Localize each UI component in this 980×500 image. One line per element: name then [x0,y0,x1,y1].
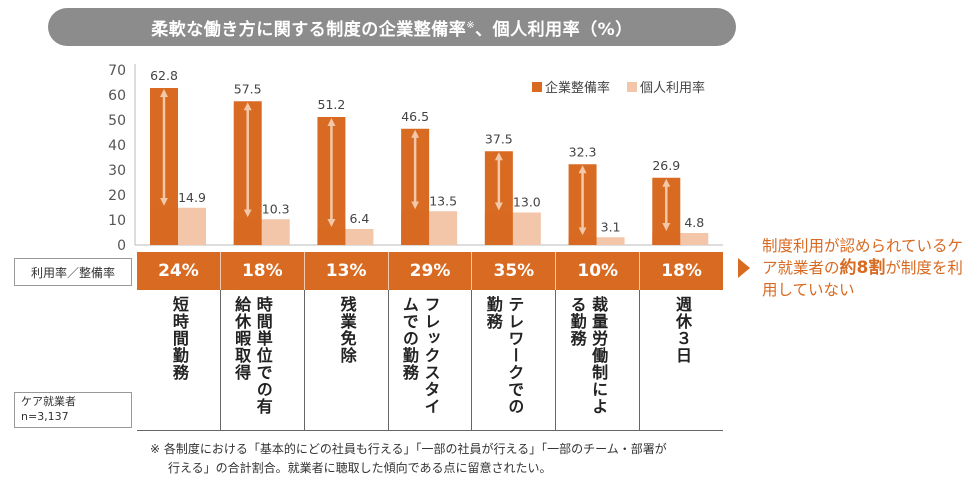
callout-text-part1: 制度利用が認められているケア就業者の [762,237,964,277]
y-tick-label: 50 [108,113,126,129]
y-tick-label: 0 [117,238,126,254]
callout: 制度利用が認められているケア就業者の約8割が制度を利用していない [738,236,972,301]
y-tick-label: 10 [108,213,126,229]
ratio-row-label: 利用率／整備率 [14,258,132,286]
bar-個人利用率 [345,229,374,245]
data-label-企業整備率: 46.5 [401,109,429,124]
data-label-個人利用率: 4.8 [684,215,704,230]
data-label-個人利用率: 10.3 [262,201,290,216]
bar-個人利用率 [512,212,541,245]
bar-used-portion [484,212,513,245]
sample-size-box: ケア就業者 n=3,137 [14,392,132,428]
bar-used-portion [150,207,178,245]
legend-swatch-series2 [627,82,637,92]
callout-emphasis: 約8割 [839,257,886,278]
category-label: 残業免除 [337,296,357,364]
callout-text: 制度利用が認められているケア就業者の約8割が制度を利用していない [762,236,972,301]
ratio-cell: 24% [158,261,199,281]
category-label: 週休３日 [673,296,693,364]
ratio-cell: 29% [387,252,472,290]
data-label-個人利用率: 3.1 [601,219,621,234]
y-tick-label: 70 [108,63,126,79]
category-cell: 短時間勤務 [137,290,220,430]
bar-個人利用率 [596,237,625,245]
footnote: ※ 各制度における「基本的にどの社員も行える」「一部の社員が行える」「一部のチー… [150,440,770,477]
bar-used-portion [568,237,597,245]
bar-個人利用率 [680,233,709,245]
data-label-個人利用率: 13.0 [513,195,541,210]
y-tick-label: 40 [108,138,126,154]
ratio-cell: 35% [471,252,555,290]
category-label: 短時間勤務 [169,296,189,381]
ratio-row: 24% 18% 13% 29% 35% 10% 18% [137,252,723,290]
data-label-企業整備率: 26.9 [652,158,680,173]
category-cell: 残業免除 [303,290,388,430]
category-label: 裁量労働制による勤務 [567,296,609,415]
category-cell: フレックスタイムでの勤務 [387,290,472,430]
category-label: 時間単位での有給休暇取得 [232,296,273,415]
y-tick-label: 20 [108,188,126,204]
bar-used-portion [652,233,681,245]
data-label-企業整備率: 57.5 [234,81,262,96]
callout-arrow-icon [738,258,750,278]
data-label-個人利用率: 14.9 [178,190,206,205]
category-cell: 裁量労働制による勤務 [555,290,639,430]
category-label: フレックスタイムでの勤務 [399,296,441,415]
sample-size-value: n=3,137 [21,409,69,423]
legend-label-series2: 個人利用率 [640,80,705,96]
y-tick-label: 60 [108,88,126,104]
bar-個人利用率 [429,211,458,245]
bar-used-portion [401,211,430,245]
bar-used-portion [233,219,262,245]
footnote-line-1: ※ 各制度における「基本的にどの社員も行える」「一部の社員が行える」「一部のチー… [150,442,667,456]
chart-title-text: 柔軟な働き方に関する制度の企業整備率 [151,19,467,40]
ratio-cell: 18% [219,252,304,290]
category-cell: 週休３日 [639,290,723,430]
category-label: テレワークでの勤務 [483,296,525,415]
legend-label-series1: 企業整備率 [545,80,610,96]
category-cell: テレワークでの勤務 [471,290,555,430]
sample-group-label: ケア就業者 [21,395,76,408]
chart-title-suffix: 、個人利用率（%） [475,19,633,40]
data-label-個人利用率: 13.5 [429,193,457,208]
data-label-企業整備率: 51.2 [318,97,346,112]
category-row: 短時間勤務 時間単位での有給休暇取得 残業免除 フレックスタイムでの勤務 テレワークでの… [137,290,723,431]
callout-text-part2: が制度を利用していない [762,258,963,299]
ratio-cell: 13% [303,252,388,290]
ratio-cell: 10% [555,252,639,290]
chart-title-mark: ※ [466,19,476,31]
bar-used-portion [317,229,346,245]
legend-swatch-series1 [532,82,542,92]
data-label-個人利用率: 6.4 [349,211,369,226]
footnote-line-2: 行える」の合計割合。就業者に聴取した傾向である点に留意されたい。 [168,460,552,475]
bar-個人利用率 [178,207,206,245]
chart-title: 柔軟な働き方に関する制度の企業整備率 ※ 、個人利用率（%） [48,8,736,46]
ratio-cell: 18% [639,252,723,290]
category-cell: 時間単位での有給休暇取得 [219,290,304,430]
y-tick-label: 30 [108,163,126,179]
data-label-企業整備率: 62.8 [150,68,178,83]
bar-個人利用率 [261,219,290,245]
data-label-企業整備率: 37.5 [485,131,513,146]
data-label-企業整備率: 32.3 [569,144,597,159]
